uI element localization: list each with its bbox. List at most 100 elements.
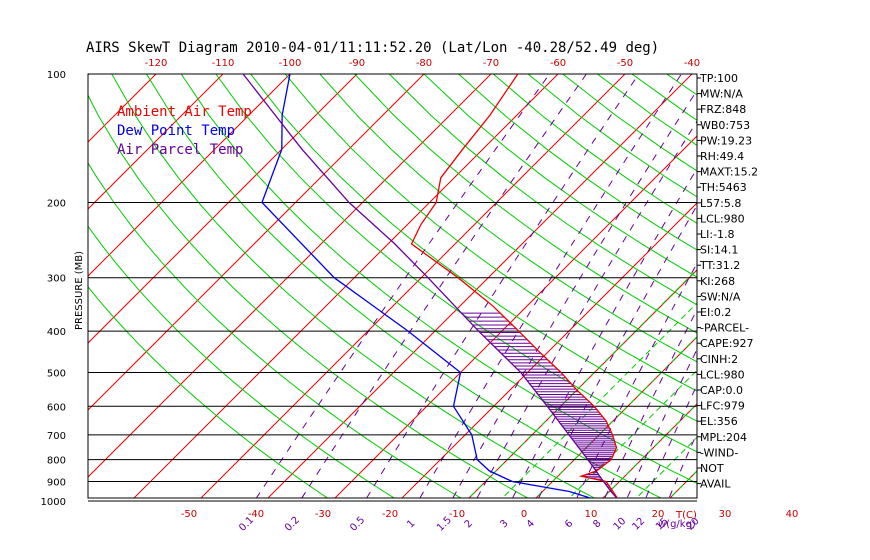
- pressure-tick-label: 800: [47, 456, 66, 467]
- pressure-tick-label: 100: [47, 70, 66, 81]
- index-value: CAP:0.0: [700, 384, 743, 397]
- x-axis-label: T(C): [675, 510, 697, 521]
- series-line-1: [410, 74, 619, 498]
- index-value: TH:5463: [699, 181, 747, 194]
- y-axis-label: PRESSURE (MB): [74, 251, 85, 330]
- pressure-tick-label: 300: [47, 274, 66, 285]
- stability-indices: TP:100 MW:N/A FRZ:848 WB0:753 PW:19.23 RH:49.…: [697, 72, 758, 491]
- bottom-temp-tick-label: -20: [382, 509, 398, 520]
- mixing-ratio-line: [668, 431, 697, 498]
- top-temp-tick-label: -40: [684, 58, 700, 69]
- mixing-ratio-line: [255, 74, 550, 498]
- mixing-ratio-line: [604, 308, 697, 498]
- index-value: CAPE:927: [700, 337, 754, 350]
- top-temp-tick-label: -110: [212, 58, 235, 69]
- index-value: MPL:204: [700, 431, 747, 444]
- legend-item-3: Air Parcel Temp: [117, 142, 243, 158]
- isotherm-line: [200, 74, 626, 498]
- pressure-tick-label: 500: [47, 369, 66, 380]
- bottom-temp-tick-label: 0: [521, 509, 527, 520]
- index-value: PW:19.23: [700, 134, 752, 147]
- bottom-temp-tick-label: 10: [585, 509, 598, 520]
- index-value: MAXT:15.2: [700, 166, 758, 179]
- index-value: LFC:979: [700, 400, 745, 413]
- mixing-ratio-line: [366, 74, 640, 498]
- index-value: RH:49.4: [700, 150, 744, 163]
- index-value: MW:N/A: [700, 88, 743, 101]
- mixing-ratio-line: [576, 262, 697, 498]
- index-value: SW:N/A: [700, 290, 741, 303]
- dry-adiabat-line: [88, 286, 329, 498]
- index-value: EL:356: [700, 415, 738, 428]
- mixing-ratio-line: [452, 89, 697, 498]
- isotherm-line: [88, 74, 291, 277]
- index-value: -PARCEL-: [700, 322, 749, 335]
- legend-item-1: Ambient Air Temp: [117, 104, 252, 120]
- index-value: FRZ:848: [700, 103, 746, 116]
- dry-adiabat-line: [146, 74, 663, 498]
- bottom-temp-tick-label: -30: [315, 509, 331, 520]
- top-temp-tick-label: -90: [349, 58, 365, 69]
- mixing-ratio-line: [645, 383, 697, 498]
- chart-legend: Ambient Air Temp Dew Point Temp Air Parcel…: [117, 104, 252, 158]
- isotherm-line: [88, 74, 224, 210]
- isobar-lines: [87, 73, 698, 502]
- bottom-temp-tick-label: -50: [181, 509, 197, 520]
- top-temp-tick-label: -60: [550, 58, 566, 69]
- index-value: WB0:753: [700, 119, 750, 132]
- isotherm-line: [401, 202, 697, 498]
- dry-adiabat-line: [111, 74, 596, 498]
- index-value: TT:31.2: [699, 259, 740, 272]
- dry-adiabat-line: [215, 74, 697, 453]
- dry-adiabat-line: [180, 74, 697, 484]
- index-value: L57:5.8: [700, 197, 741, 210]
- dry-adiabat-line: [284, 74, 697, 392]
- pressure-tick-label: 200: [47, 199, 66, 210]
- isotherm-line: [88, 74, 358, 344]
- top-temp-tick-label: -120: [145, 58, 168, 69]
- profile-series: [242, 74, 619, 498]
- dry-adiabat-line: [88, 225, 396, 498]
- top-temp-tick-label: -80: [416, 58, 432, 69]
- mixing-ratio-line: [419, 74, 682, 498]
- top-temp-tick-label: -50: [617, 58, 633, 69]
- pressure-tick-label: 900: [47, 478, 66, 489]
- top-temp-tick-label: -70: [483, 58, 499, 69]
- mixing-ratio-line: [301, 74, 587, 498]
- pressure-tick-label: 700: [47, 431, 66, 442]
- chart-title: AIRS SkewT Diagram 2010-04-01/11:11:52.2…: [86, 40, 659, 56]
- series-line-2: [261, 74, 593, 498]
- pressure-tick-label: 600: [47, 402, 66, 413]
- isotherm-line: [88, 74, 492, 478]
- mixing-ratio-axis-label: w(g/kg): [658, 519, 696, 530]
- mixing-ratio-line: [626, 348, 697, 498]
- bottom-temp-tick-label: 40: [786, 509, 799, 520]
- plot-frame: [87, 73, 698, 499]
- index-value: TP:100: [699, 72, 738, 85]
- isotherm-line: [133, 74, 559, 498]
- bottom-temp-tick-label: 30: [719, 509, 732, 520]
- index-value: SI:14.1: [700, 244, 738, 257]
- index-value: -WIND-: [700, 446, 738, 459]
- pressure-tick-label: 400: [47, 327, 66, 338]
- dry-adiabat-line: [250, 74, 697, 422]
- index-value: LCL:980: [700, 212, 745, 225]
- index-value: LCL:980: [700, 368, 745, 381]
- dry-adiabat-line: [423, 74, 697, 278]
- isotherm-line: [267, 74, 693, 498]
- top-temp-tick-label: -100: [279, 58, 302, 69]
- pressure-tick-label: 1000: [41, 497, 66, 508]
- index-value: EI:0.2: [700, 306, 731, 319]
- mixing-ratio-line: [511, 167, 697, 498]
- isotherm-line: [334, 135, 697, 498]
- bottom-temp-tick-label: -40: [248, 509, 264, 520]
- series-line-3: [242, 74, 618, 498]
- mixing-ratio-line: [476, 120, 697, 498]
- index-value: NOT: [700, 462, 724, 475]
- index-value: AVAIL: [700, 478, 731, 491]
- legend-item-2: Dew Point Temp: [117, 123, 235, 139]
- index-value: KI:268: [700, 275, 735, 288]
- mixing-ratio-line: [538, 204, 697, 498]
